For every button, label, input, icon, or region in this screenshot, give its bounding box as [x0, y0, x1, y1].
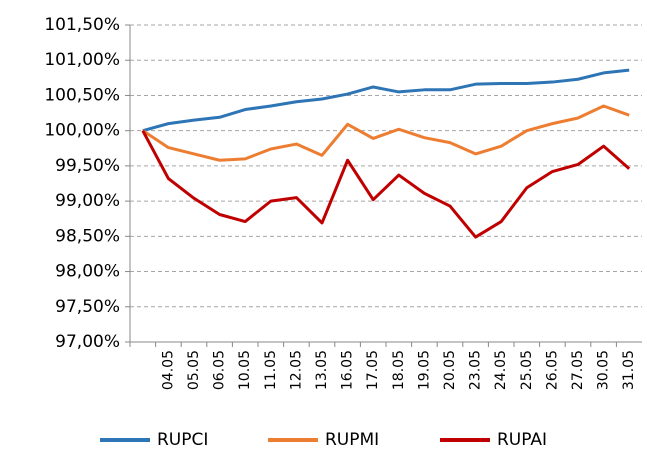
x-tick-label: 30.05: [596, 350, 612, 390]
series-line: [141, 129, 631, 239]
x-tick-label: 25.05: [519, 350, 535, 390]
x-tick-label: 24.05: [493, 350, 509, 390]
y-tick-label: 99,50%: [55, 156, 120, 176]
x-tick-label: 12.05: [288, 350, 304, 390]
y-tick-label: 100,00%: [44, 121, 120, 141]
y-tick-label: 97,50%: [55, 297, 120, 317]
x-tick-label: 23.05: [468, 350, 484, 390]
x-tick-label: 13.05: [314, 350, 330, 390]
y-tick-label: 99,00%: [55, 191, 120, 211]
x-tick-label: 17.05: [365, 350, 381, 390]
legend-label: RUPCI: [157, 430, 208, 450]
x-tick-label: 06.05: [212, 350, 228, 390]
legend-label: RUPAI: [497, 430, 547, 450]
x-tick-label: 31.05: [621, 350, 637, 390]
x-tick-label: 19.05: [416, 350, 432, 390]
y-tick-label: 101,00%: [44, 50, 120, 70]
y-tick-label: 98,00%: [55, 262, 120, 282]
x-tick-label: 18.05: [391, 350, 407, 390]
x-tick-label: 11.05: [263, 350, 279, 390]
x-tick-label: 04.05: [160, 350, 176, 390]
x-tick-label: 05.05: [186, 350, 202, 390]
legend-label: RUPMI: [325, 430, 379, 450]
y-tick-label: 101,50%: [44, 15, 120, 35]
x-tick-label: 10.05: [237, 350, 253, 390]
x-tick-label: 20.05: [442, 350, 458, 390]
y-tick-label: 100,50%: [44, 85, 120, 105]
x-tick-label: 26.05: [544, 350, 560, 390]
y-tick-label: 98,50%: [55, 226, 120, 246]
x-tick-label: 27.05: [570, 350, 586, 390]
series-line: [142, 68, 630, 133]
series-line: [141, 104, 630, 162]
y-tick-label: 97,00%: [55, 332, 120, 352]
x-tick-label: 16.05: [340, 350, 356, 390]
